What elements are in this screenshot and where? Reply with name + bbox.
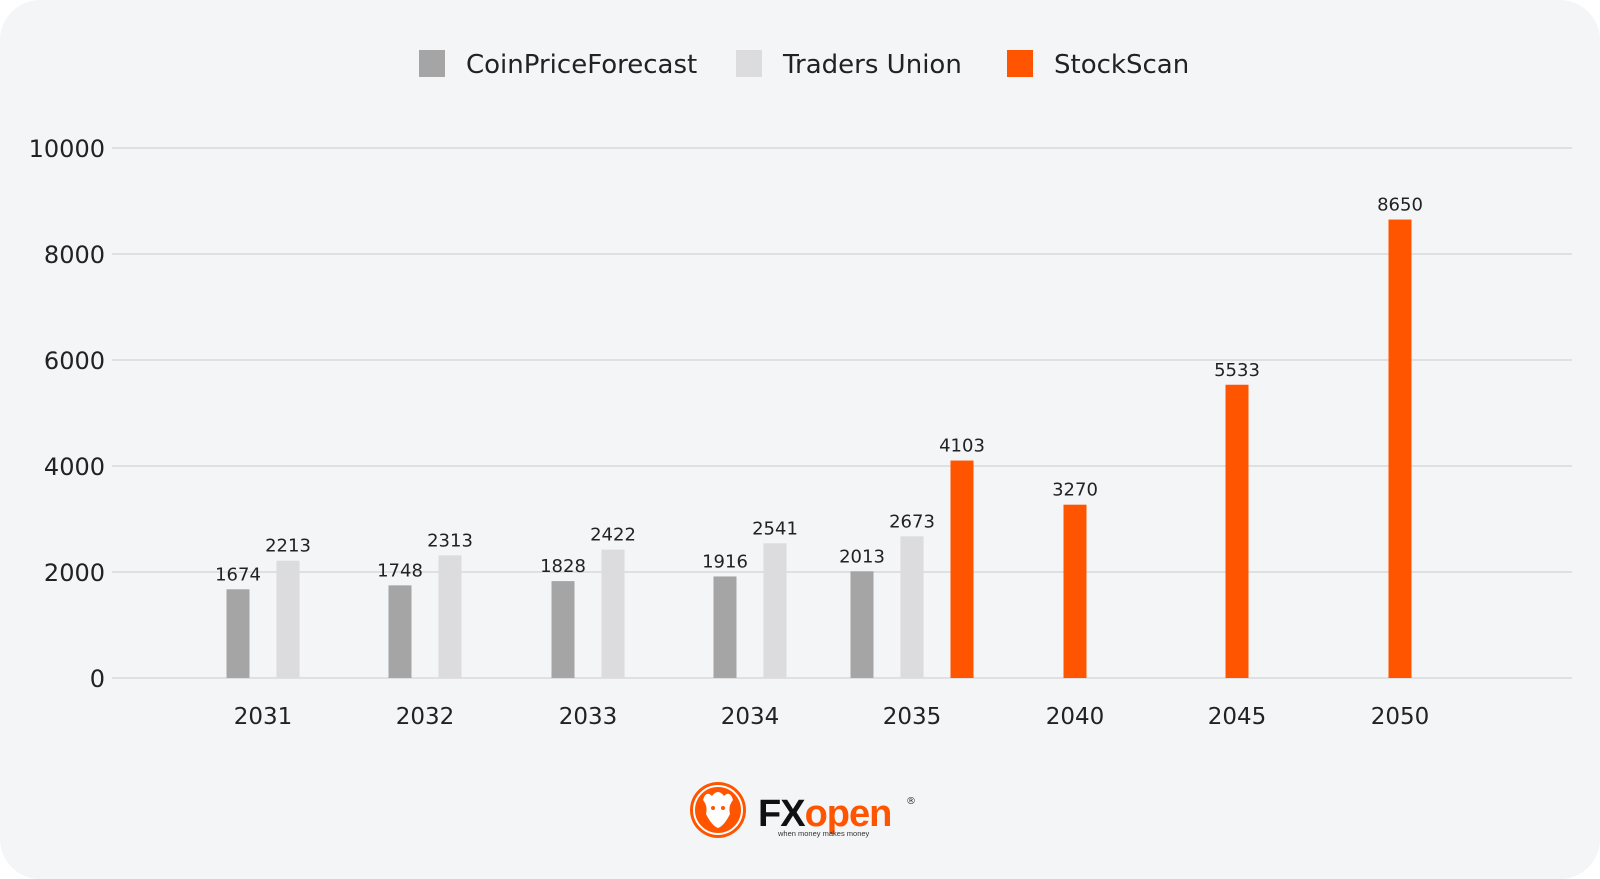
fxopen-logo: FXopen ® when money makes money (690, 782, 916, 838)
x-tick-label: 2031 (234, 704, 293, 730)
y-tick-label: 6000 (44, 347, 105, 375)
legend-swatch (736, 50, 762, 77)
data-label: 2213 (265, 536, 311, 557)
bar (763, 543, 787, 678)
data-label: 5533 (1214, 360, 1260, 381)
y-tick-label: 8000 (44, 241, 105, 269)
logo-wordmark: FXopen (758, 793, 891, 835)
data-label: 1916 (702, 551, 748, 572)
bar (388, 585, 412, 678)
x-tick-label: 2033 (559, 704, 618, 730)
bar (276, 560, 300, 678)
bar (226, 589, 250, 678)
data-label: 2541 (752, 518, 798, 539)
x-tick-label: 2040 (1046, 704, 1105, 730)
data-label: 2313 (427, 530, 473, 551)
x-tick-label: 2045 (1208, 704, 1267, 730)
bull-icon (690, 782, 746, 838)
bar (1063, 504, 1087, 678)
legend-label: StockScan (1054, 50, 1189, 80)
data-label: 8650 (1377, 195, 1423, 216)
legend-label: CoinPriceForecast (466, 50, 697, 80)
data-label: 2422 (590, 525, 636, 546)
data-label: 2013 (839, 546, 885, 567)
bar (850, 571, 874, 678)
bar (551, 581, 575, 678)
registered-mark: ® (906, 796, 916, 807)
y-tick-label: 2000 (44, 559, 105, 587)
y-axis: 0 2000 4000 6000 8000 10000 (29, 135, 105, 693)
bar (900, 536, 924, 678)
data-label: 2673 (889, 511, 935, 532)
legend-swatch (419, 50, 445, 77)
bar (713, 576, 737, 678)
x-tick-label: 2034 (721, 704, 780, 730)
data-label: 4103 (939, 436, 985, 457)
legend-swatch (1007, 50, 1033, 77)
x-tick-label: 2035 (883, 704, 942, 730)
legend-label: Traders Union (782, 50, 962, 80)
bar (950, 460, 974, 678)
bars (226, 219, 1412, 679)
x-tick-label: 2050 (1371, 704, 1430, 730)
data-label: 1828 (540, 556, 586, 577)
y-tick-label: 4000 (44, 453, 105, 481)
data-label: 3270 (1052, 480, 1098, 501)
bar (601, 549, 625, 678)
data-label: 1674 (215, 564, 261, 585)
y-tick-label: 0 (90, 665, 105, 693)
logo-tagline: when money makes money (777, 829, 870, 838)
bar (1225, 384, 1249, 678)
legend: CoinPriceForecast Traders Union StockScan (419, 50, 1189, 80)
data-label: 1748 (377, 560, 423, 581)
y-tick-label: 10000 (29, 135, 105, 163)
gridlines (112, 147, 1572, 679)
x-tick-label: 2032 (396, 704, 455, 730)
bar (1388, 219, 1412, 679)
x-axis: 2031 2032 2033 2034 2035 2040 2045 2050 (234, 704, 1430, 730)
bar (438, 555, 462, 678)
